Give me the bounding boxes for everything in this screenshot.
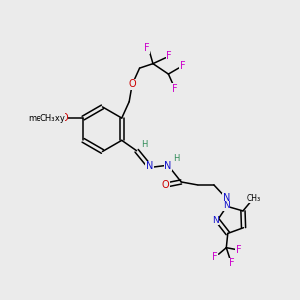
Text: H: H [173, 154, 180, 163]
Text: methoxy: methoxy [28, 113, 65, 122]
Text: F: F [144, 43, 150, 53]
Text: CH₃: CH₃ [40, 113, 55, 122]
Text: F: F [167, 51, 172, 61]
Text: N: N [223, 193, 230, 203]
Text: H: H [141, 140, 147, 149]
Text: O: O [128, 80, 136, 89]
Text: O: O [60, 113, 68, 123]
Text: F: F [180, 61, 185, 71]
Text: F: F [236, 245, 242, 255]
Text: N: N [223, 201, 230, 210]
Text: O: O [162, 180, 169, 190]
Text: N: N [146, 161, 153, 172]
Text: N: N [212, 216, 218, 225]
Text: N: N [164, 160, 172, 171]
Text: F: F [172, 84, 177, 94]
Text: F: F [229, 258, 235, 268]
Text: CH₃: CH₃ [246, 194, 260, 203]
Text: F: F [212, 252, 218, 262]
